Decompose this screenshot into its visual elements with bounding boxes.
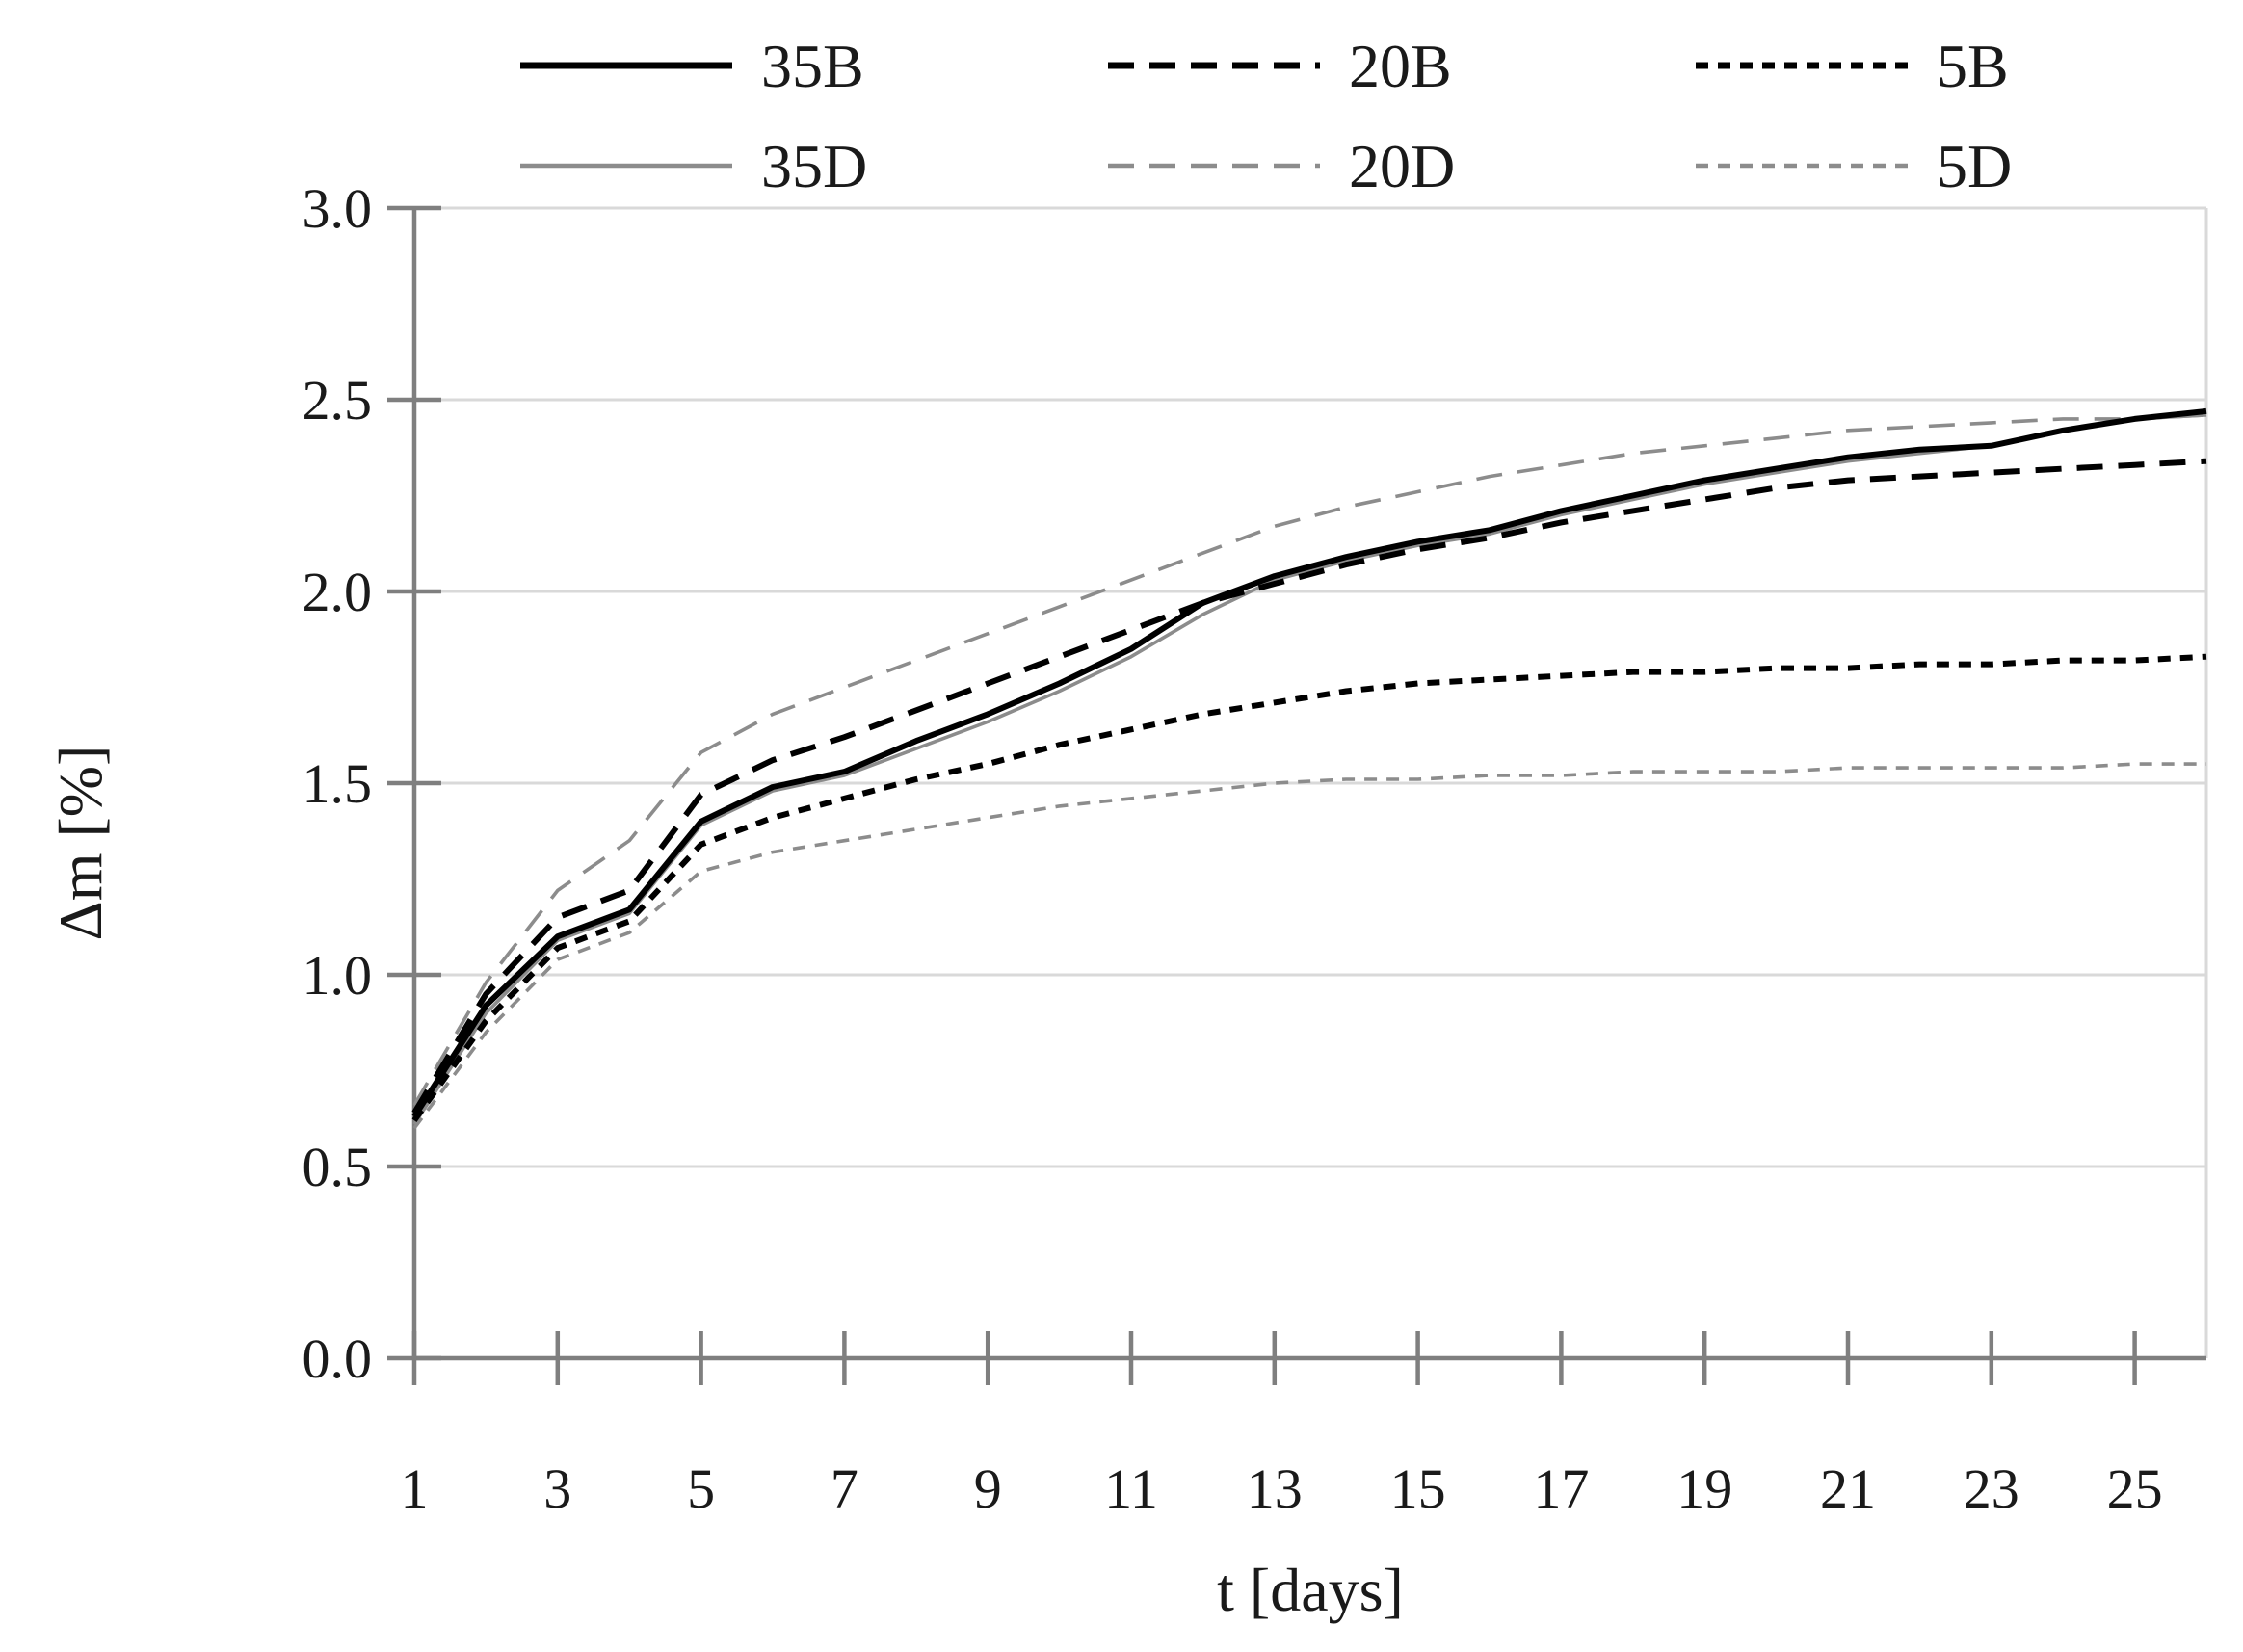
x-tick-label-13: 13: [1247, 1457, 1303, 1520]
x-tick-label-19: 19: [1676, 1457, 1732, 1520]
legend-label-5D: 5D: [1937, 132, 2012, 200]
legend-label-20D: 20D: [1349, 132, 1455, 200]
legend-label-20B: 20B: [1349, 32, 1452, 100]
series-line-20B: [411, 458, 2207, 1114]
x-tick-label-1: 1: [401, 1457, 429, 1520]
y-tick-label-2.0: 2.0: [303, 561, 373, 623]
y-tick-label-3.0: 3.0: [303, 177, 373, 240]
y-tick-label-2.5: 2.5: [303, 369, 373, 432]
y-tick-label-1.0: 1.0: [303, 944, 373, 1007]
legend-label-35D: 35D: [761, 132, 867, 200]
series-line-35D: [412, 413, 2207, 1126]
x-tick-label-5: 5: [687, 1457, 715, 1520]
series-line-35B: [411, 407, 2207, 1118]
legend-label-5B: 5B: [1937, 32, 2009, 100]
x-tick-label-17: 17: [1533, 1457, 1589, 1520]
series-line-20D: [412, 413, 2207, 1107]
y-tick-label-0.0: 0.0: [303, 1327, 373, 1390]
x-tick-label-25: 25: [2107, 1457, 2163, 1520]
y-tick-label-0.5: 0.5: [303, 1136, 373, 1198]
x-tick-label-7: 7: [831, 1457, 858, 1520]
x-tick-label-3: 3: [543, 1457, 571, 1520]
x-tick-label-15: 15: [1390, 1457, 1446, 1520]
series-line-5D: [412, 762, 2206, 1130]
y-axis-title: Δm [%]: [46, 746, 115, 941]
y-tick-label-1.5: 1.5: [303, 752, 373, 815]
legend-label-35B: 35B: [761, 32, 864, 100]
x-tick-label-21: 21: [1820, 1457, 1876, 1520]
x-tick-label-11: 11: [1104, 1457, 1158, 1520]
x-tick-label-9: 9: [974, 1457, 1002, 1520]
x-tick-label-23: 23: [1964, 1457, 2019, 1520]
x-axis-title: t [days]: [1217, 1556, 1404, 1624]
